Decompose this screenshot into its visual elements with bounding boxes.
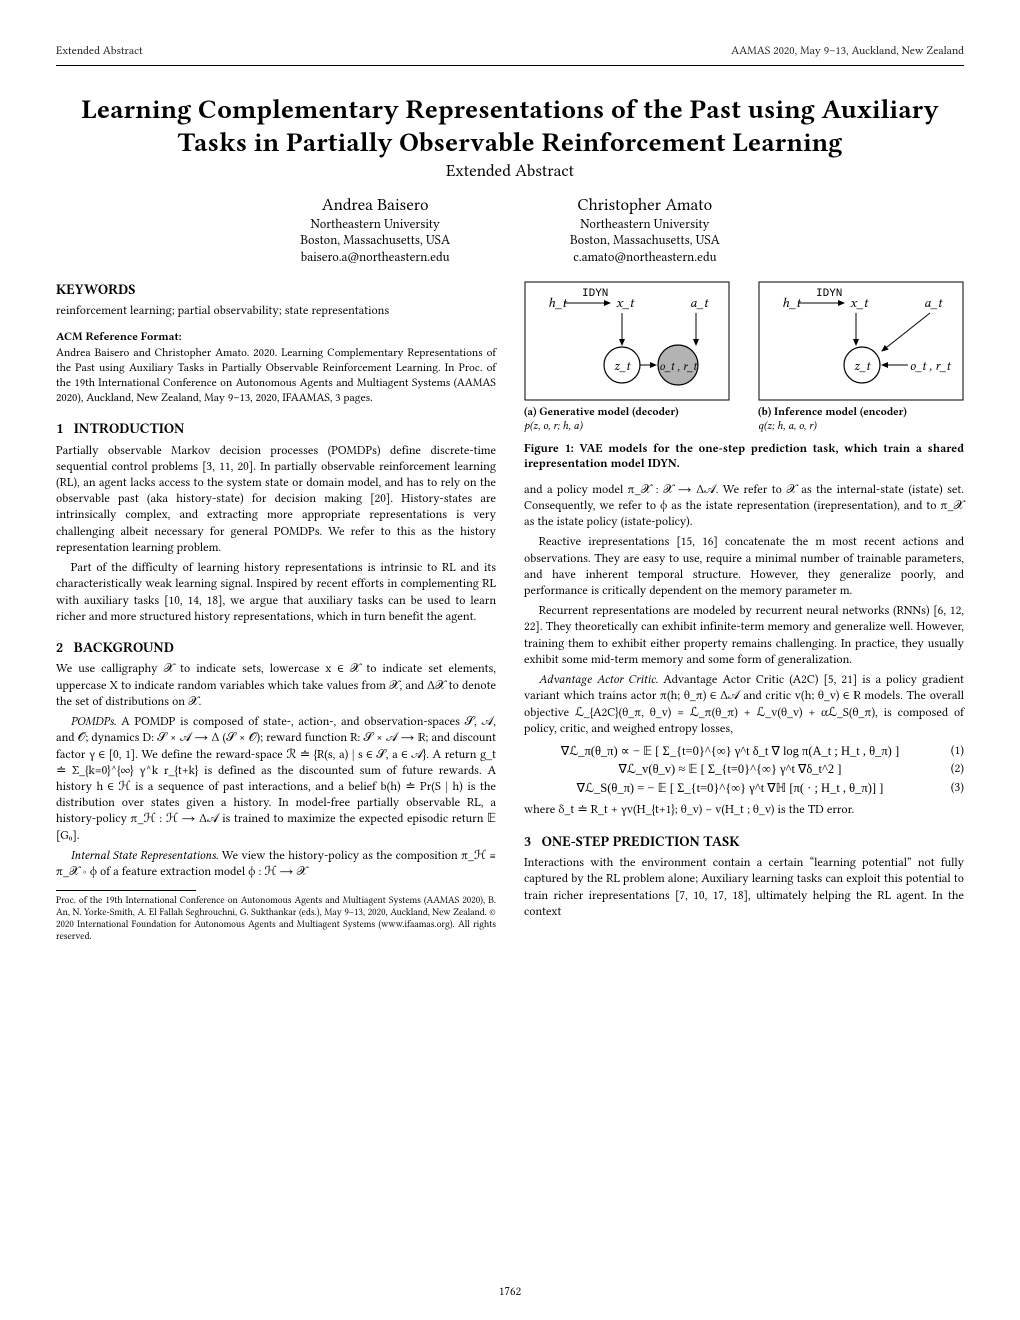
sec1-para2: Part of the difficulty of learning histo… [56,560,496,625]
author-1-inst: Northeastern University [300,217,450,234]
author-1-loc: Boston, Massachusetts, USA [300,233,450,250]
section-3-heading: 3 ONE-STEP PREDICTION TASK [524,833,964,851]
acm-ref-heading: ACM Reference Format: [56,329,496,344]
fig1a-at: a_t [690,295,710,311]
sec2-para2: POMDPs. A POMDP is composed of state-, a… [56,714,496,844]
author-2-inst: Northeastern University [570,217,720,234]
fig1b-xt: x_t [850,295,869,311]
fig1a-xt: x_t [616,295,635,311]
header-left: Extended Abstract [56,44,143,57]
fig1b-idyn: IDYN [816,288,842,300]
authors-block: Andrea Baisero Northeastern University B… [56,195,964,267]
sec3-para1: Interactions with the environment contai… [524,855,964,920]
figure-1a-svg: h_t IDYN x_t a_t z_t o_t , r_t [524,281,730,401]
figure-1a-panel: h_t IDYN x_t a_t z_t o_t , r_t [524,281,730,433]
col2-para2: Reactive irepresentations [15, 16] conca… [524,534,964,599]
proc-footnote: Proc. of the 19th International Conferen… [56,895,496,943]
header-rule [56,65,964,66]
fig1b-zt: z_t [854,359,871,374]
fig1a-idyn: IDYN [582,288,608,300]
header-right: AAMAS 2020, May 9–13, Auckland, New Zeal… [731,44,964,57]
paper-title: Learning Complementary Representations o… [56,94,964,160]
figure-1b-svg: h_t IDYN x_t a_t z_t o_t , r_t [758,281,964,401]
isr-runin: Internal State Representations. [71,849,219,863]
figure-1: h_t IDYN x_t a_t z_t o_t , r_t [524,281,964,472]
fig1b-at: a_t [924,295,944,311]
author-1: Andrea Baisero Northeastern University B… [300,195,450,267]
col2-para1: and a policy model π_𝒳 : 𝒳 → Δ𝒜. We refe… [524,482,964,531]
sec2-para3: Internal State Representations. We view … [56,848,496,880]
col2-para4: Advantage Actor Critic. Advantage Actor … [524,672,964,737]
equation-2: ∇ℒ_v(θ_v) ≈ 𝔼 [ Σ_{t=0}^{∞} γ^t ∇δ_t^2 ]… [524,761,964,778]
running-header: Extended Abstract AAMAS 2020, May 9–13, … [56,44,964,57]
author-1-email: baisero.a@northeastern.edu [300,250,450,267]
author-1-name: Andrea Baisero [300,195,450,217]
equation-3: ∇ℒ_S(θ_π) = − 𝔼 [ Σ_{t=0}^{∞} γ^t ∇ℍ [π(… [524,780,964,797]
page-number: 1762 [0,1284,1020,1298]
keywords-text: reinforcement learning; partial observab… [56,303,496,319]
fig1b-otrt: o_t , r_t [910,359,951,374]
figure-1b-panel: h_t IDYN x_t a_t z_t o_t , r_t (b) Infer… [758,281,964,433]
acm-ref-text: Andrea Baisero and Christopher Amato. 20… [56,346,496,406]
sec2-para1: We use calligraphy 𝒳 to indicate sets, l… [56,661,496,710]
figure-1b-caption: (b) Inference model (encoder) q(z; h, a,… [758,405,964,433]
author-2-name: Christopher Amato [570,195,720,217]
author-2-loc: Boston, Massachusetts, USA [570,233,720,250]
fig1a-zt: z_t [614,359,631,374]
sec1-para1: Partially observable Markov decision pro… [56,443,496,557]
pomdp-runin: POMDPs. [71,715,117,729]
footnote-rule [56,890,196,891]
col2-para3: Recurrent representations are modeled by… [524,603,964,668]
section-2-heading: 2 BACKGROUND [56,639,496,657]
keywords-heading: KEYWORDS [56,281,496,299]
col2-para5: where δ_t ≐ R_t + γv(H_{t+1}; θ_v) − v(H… [524,802,964,818]
author-2-email: c.amato@northeastern.edu [570,250,720,267]
section-1-heading: 1 INTRODUCTION [56,420,496,438]
equation-1: ∇ℒ_π(θ_π) ∝ − 𝔼 [ Σ_{t=0}^{∞} γ^t δ_t ∇ … [524,743,964,760]
figure-1-caption: Figure 1: VAE models for the one-step pr… [524,441,964,472]
author-2: Christopher Amato Northeastern Universit… [570,195,720,267]
equation-block: ∇ℒ_π(θ_π) ∝ − 𝔼 [ Σ_{t=0}^{∞} γ^t δ_t ∇ … [524,743,964,797]
figure-1a-caption: (a) Generative model (decoder) p(z, o, r… [524,405,730,433]
a2c-runin: Advantage Actor Critic. [539,673,658,687]
paper-subtitle: Extended Abstract [56,162,964,181]
body-columns: KEYWORDS reinforcement learning; partial… [56,281,964,944]
fig1a-otrt: o_t , r_t [659,359,698,373]
